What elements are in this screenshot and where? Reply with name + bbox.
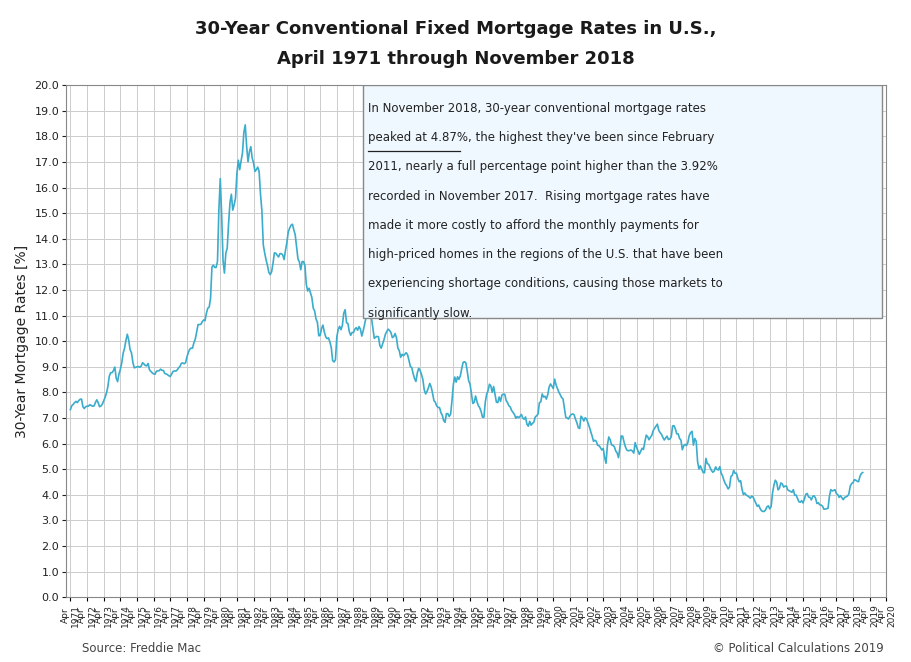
Text: Source: Freddie Mac: Source: Freddie Mac [82,642,201,655]
Text: peaked at 4.87%, the highest they've been since February: peaked at 4.87%, the highest they've bee… [368,131,715,144]
Y-axis label: 30-Year Mortgage Rates [%]: 30-Year Mortgage Rates [%] [15,245,29,438]
Text: 30-Year Conventional Fixed Mortgage Rates in U.S.,: 30-Year Conventional Fixed Mortgage Rate… [195,20,716,38]
Text: April 1971 through November 2018: April 1971 through November 2018 [277,50,634,68]
Text: high-priced homes in the regions of the U.S. that have been: high-priced homes in the regions of the … [368,248,723,261]
FancyBboxPatch shape [363,85,882,318]
Text: recorded in November 2017.  Rising mortgage rates have: recorded in November 2017. Rising mortga… [368,189,710,203]
Text: 2011, nearly a full percentage point higher than the 3.92%: 2011, nearly a full percentage point hig… [368,160,719,173]
Text: In November 2018, 30-year conventional mortgage rates: In November 2018, 30-year conventional m… [368,102,706,115]
Text: significantly slow.: significantly slow. [368,307,473,320]
Text: experiencing shortage conditions, causing those markets to: experiencing shortage conditions, causin… [368,277,723,291]
Text: © Political Calculations 2019: © Political Calculations 2019 [713,642,884,655]
Text: made it more costly to afford the monthly payments for: made it more costly to afford the monthl… [368,219,700,232]
